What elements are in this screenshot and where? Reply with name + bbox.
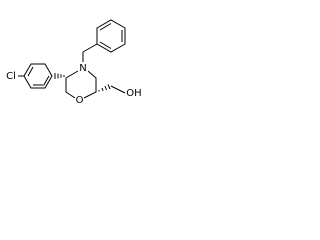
hashed-wedge [54,73,65,79]
atom-label: OH [126,88,141,99]
molecule: Cl N O OH [6,19,142,106]
atom-label: Cl [6,71,16,82]
ch2-phenyl-bond [82,43,98,53]
bonds [18,19,126,99]
atom-label: N [79,63,86,74]
ch2-oh-bond [110,85,126,94]
benzyl-ring [96,19,126,53]
aromatic-double-bonds [99,23,123,49]
aromatic-double-bonds [27,66,50,86]
morpholine-ring [65,70,97,99]
hashed-wedge [98,84,111,92]
atom-label: O [76,95,84,106]
